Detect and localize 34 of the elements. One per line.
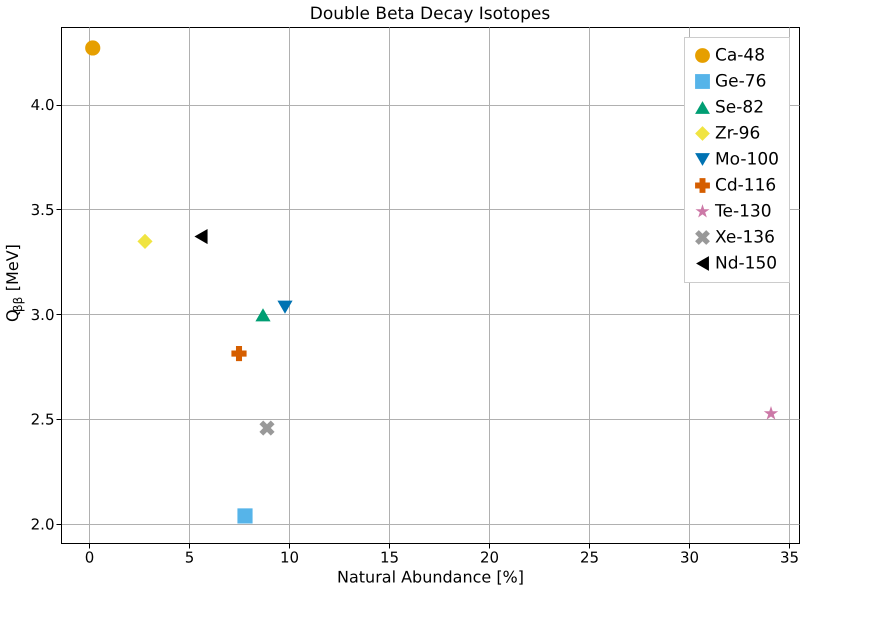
point: [259, 420, 275, 436]
point: [764, 406, 778, 420]
legend-label: Zr-96: [715, 124, 760, 144]
y-tick-label: 3.5: [30, 200, 54, 219]
legend-label: Xe-136: [715, 228, 775, 248]
x-tick-label: 20: [480, 548, 500, 566]
y-axis-title: Qββ [MeV]: [3, 244, 25, 322]
point: [194, 228, 208, 244]
y-tick-label: 4.0: [30, 96, 54, 114]
x-axis-title: Natural Abundance [%]: [337, 568, 524, 586]
x-tick-label: 5: [184, 548, 194, 566]
legend-label: Te-130: [714, 202, 772, 222]
point: [137, 234, 153, 249]
legend-label: Mo-100: [715, 150, 779, 170]
x-tick-label: 35: [780, 548, 800, 566]
legend-label: Nd-150: [715, 254, 778, 274]
x-tick-label: 0: [84, 548, 94, 566]
point: [85, 40, 100, 56]
legend-label: Ca-48: [715, 46, 766, 66]
y-tick-label: 3.0: [30, 306, 54, 324]
x-tick-label: 25: [580, 548, 600, 566]
legend-label: Cd-116: [715, 176, 776, 196]
chart-title: Double Beta Decay Isotopes: [310, 4, 550, 24]
point: [237, 508, 253, 524]
point: [255, 308, 271, 322]
legend-label: Ge-76: [715, 72, 766, 92]
x-tick-label: 15: [380, 548, 400, 566]
x-tick-label: 10: [280, 548, 300, 566]
y-tick-label: 2.0: [30, 516, 54, 534]
legend-label: Se-82: [715, 98, 764, 118]
x-tick-label: 30: [680, 548, 700, 566]
y-tick-label: 2.5: [30, 410, 54, 429]
point: [231, 346, 247, 362]
point: [277, 300, 293, 314]
